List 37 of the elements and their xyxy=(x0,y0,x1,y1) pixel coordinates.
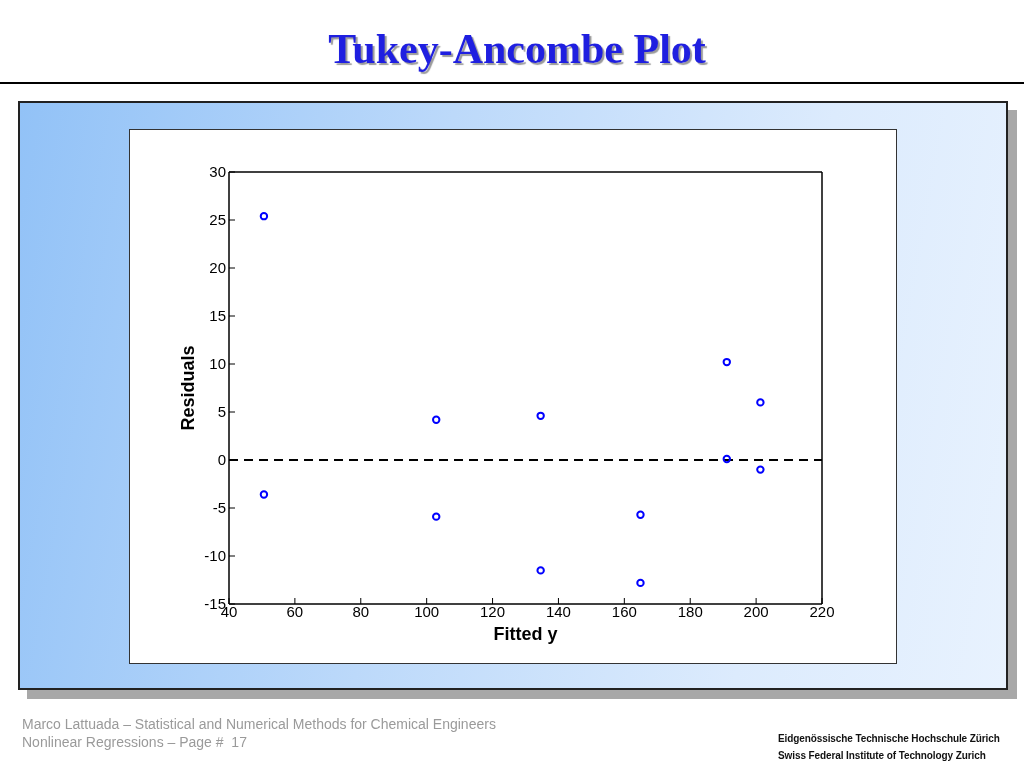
x-tick-label: 80 xyxy=(352,602,370,620)
x-tick-label: 140 xyxy=(545,602,571,620)
x-tick-label: 120 xyxy=(480,602,506,620)
point xyxy=(722,454,731,464)
point xyxy=(756,465,765,474)
point xyxy=(259,490,269,499)
y-tick-label: 20 xyxy=(209,259,226,277)
point xyxy=(636,510,645,519)
point xyxy=(722,357,731,367)
point xyxy=(536,566,545,575)
text: Nonlinear Regressions – Page # 17 xyxy=(22,734,247,750)
x-axis-title: Fitted y xyxy=(492,624,559,645)
point xyxy=(756,398,765,407)
y-tick-label: 5 xyxy=(217,403,226,421)
x-tick-label: 160 xyxy=(611,602,637,620)
point xyxy=(432,415,441,424)
text: Swiss Federal Institute of Technology Zurich xyxy=(778,750,986,761)
point xyxy=(636,578,645,588)
y-tick-label: 30 xyxy=(209,163,226,181)
x-tick-label: 180 xyxy=(677,602,703,620)
text: Marco Lattuada – Statistical and Numerical Methods for Chemical Engineers xyxy=(22,716,496,732)
y-tick-label: 15 xyxy=(209,307,226,325)
y-tick-label: 0 xyxy=(217,451,226,469)
y-tick-label: -10 xyxy=(204,547,226,565)
x-tick-label: 220 xyxy=(809,602,835,620)
y-tick-label: 10 xyxy=(209,355,226,373)
x-tick-label: 200 xyxy=(743,602,769,620)
point xyxy=(259,211,269,221)
x-tick-label: 60 xyxy=(286,602,304,620)
point xyxy=(432,512,441,521)
point xyxy=(536,411,545,421)
y-axis-title: Residuals xyxy=(177,345,199,431)
chart-title: Tukey-Ancombe Plot xyxy=(327,25,707,74)
y-tick-label: 25 xyxy=(209,211,226,229)
text: Eidgenössische Technische Hochschule Zürich xyxy=(778,733,1000,744)
x-tick-label: 100 xyxy=(414,602,440,620)
y-tick-label: -5 xyxy=(212,499,226,517)
